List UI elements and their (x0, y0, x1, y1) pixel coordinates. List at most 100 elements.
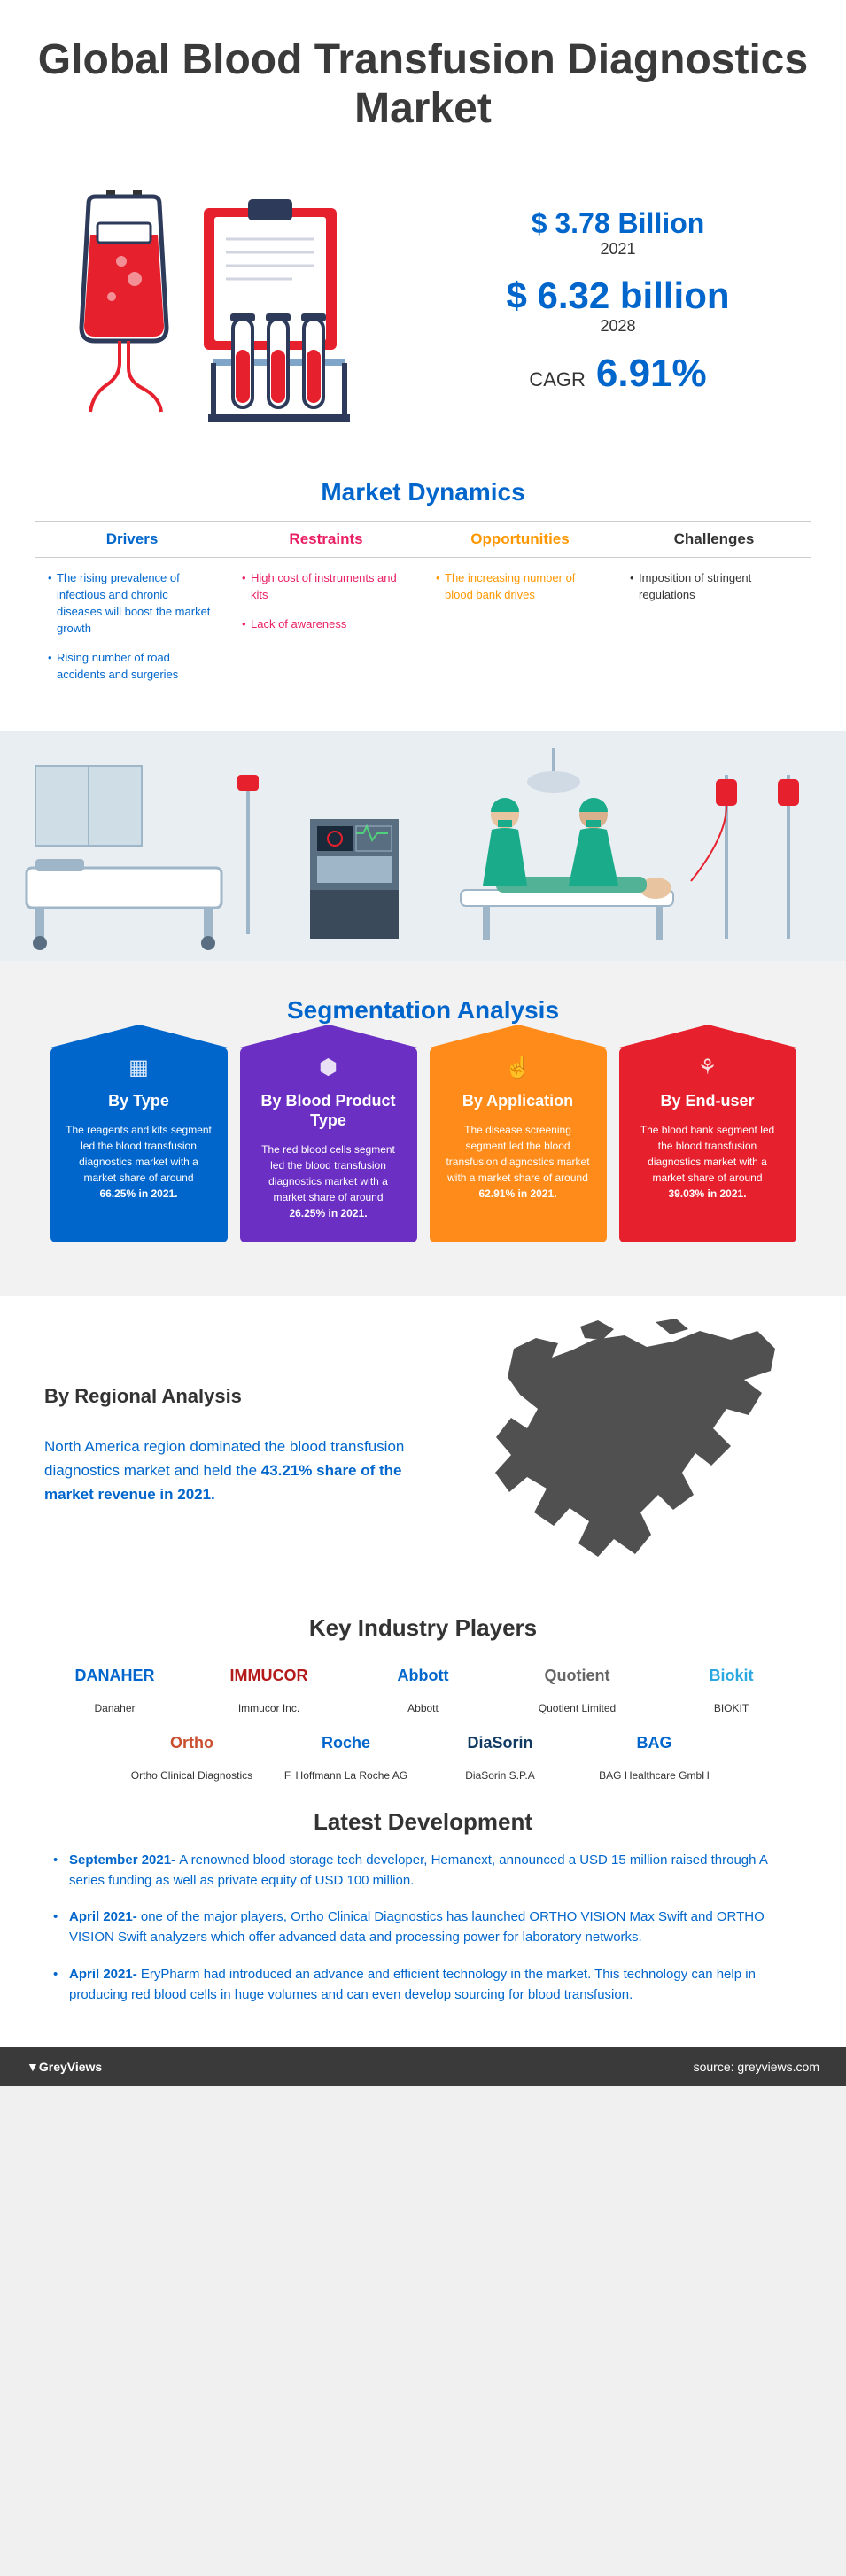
player-item: DANAHER Danaher (44, 1656, 186, 1714)
hero-graphic (35, 168, 390, 434)
segment-title: By Blood Product Type (254, 1092, 403, 1130)
player-logo: Quotient (507, 1656, 648, 1697)
dynamics-item: The rising prevalence of infectious and … (48, 570, 216, 637)
regional-body: North America region dominated the blood… (44, 1435, 430, 1507)
dynamics-column: Challenges Imposition of stringent regula… (617, 522, 811, 713)
header: Global Blood Transfusion Diagnostics Mar… (0, 0, 846, 151)
player-logo: Biokit (661, 1656, 803, 1697)
segment-icon: ⚘ (698, 1055, 718, 1080)
dev-date: September 2021- (69, 1853, 179, 1868)
latest-dev-list: September 2021- A renowned blood storage… (0, 1850, 846, 2048)
segmentation-section: Segmentation Analysis ▦ By Type The reag… (0, 961, 846, 1295)
dynamics-item: Imposition of stringent regulations (630, 570, 798, 604)
dev-item: April 2021- EryPharm had introduced an a… (53, 1964, 793, 2006)
dev-text: EryPharm had introduced an advance and e… (69, 1967, 756, 2002)
dev-date: April 2021- (69, 1909, 141, 1924)
segment-text: The blood bank segment led the blood tra… (633, 1122, 782, 1202)
dynamics-title: Market Dynamics (0, 478, 846, 507)
players-grid: DANAHER Danaher IMMUCOR Immucor Inc. Abb… (0, 1656, 846, 1799)
segment-title: By Type (65, 1092, 213, 1111)
dynamics-body: High cost of instruments and kits Lack of… (229, 558, 423, 708)
player-name: BIOKIT (661, 1702, 803, 1714)
latest-dev-title: Latest Development (0, 1808, 846, 1836)
dynamics-item: High cost of instruments and kits (242, 570, 410, 604)
regional-section: By Regional Analysis North America regio… (0, 1296, 846, 1605)
page-title: Global Blood Transfusion Diagnostics Mar… (27, 35, 819, 133)
stat-2021-year: 2021 (425, 240, 811, 259)
player-name: Ortho Clinical Diagnostics (121, 1769, 263, 1782)
segment-card: ⬢ By Blood Product Type The red blood ce… (240, 1048, 417, 1242)
dynamics-head: Opportunities (423, 522, 617, 558)
footer-logo: ▼GreyViews (27, 2060, 102, 2074)
hospital-illustration (0, 731, 846, 961)
segment-text: The reagents and kits segment led the bl… (65, 1122, 213, 1202)
segment-icon: ▦ (128, 1055, 149, 1080)
player-logo: IMMUCOR (198, 1656, 340, 1697)
player-item: Biokit BIOKIT (661, 1656, 803, 1714)
player-logo: DiaSorin (430, 1723, 571, 1764)
player-logo: Roche (276, 1723, 417, 1764)
dynamics-table: Drivers The rising prevalence of infectio… (35, 521, 811, 713)
segmentation-cards: ▦ By Type The reagents and kits segment … (0, 1039, 846, 1268)
player-name: F. Hoffmann La Roche AG (276, 1769, 417, 1782)
player-item: Ortho Ortho Clinical Diagnostics (121, 1723, 263, 1782)
cagr-label: CAGR (529, 368, 586, 391)
dev-item: September 2021- A renowned blood storage… (53, 1850, 793, 1891)
player-name: Abbott (353, 1702, 494, 1714)
segment-card: ⚘ By End-user The blood bank segment led… (619, 1048, 796, 1242)
dynamics-body: The rising prevalence of infectious and … (35, 558, 229, 713)
segment-text: The red blood cells segment led the bloo… (254, 1141, 403, 1221)
dev-item: April 2021- one of the major players, Or… (53, 1907, 793, 1948)
segment-title: By End-user (633, 1092, 782, 1111)
player-item: BAG BAG Healthcare GmbH (584, 1723, 726, 1782)
player-logo: DANAHER (44, 1656, 186, 1697)
blood-bag-icon (53, 186, 195, 416)
dynamics-head: Challenges (617, 522, 811, 558)
player-item: Abbott Abbott (353, 1656, 494, 1714)
player-item: IMMUCOR Immucor Inc. (198, 1656, 340, 1714)
player-item: Roche F. Hoffmann La Roche AG (276, 1723, 417, 1782)
player-name: DiaSorin S.P.A (430, 1769, 571, 1782)
hero-section: $ 3.78 Billion 2021 $ 6.32 billion 2028 … (0, 151, 846, 460)
stat-2028-year: 2028 (425, 317, 811, 336)
player-logo: Ortho (121, 1723, 263, 1764)
segment-card: ▦ By Type The reagents and kits segment … (50, 1048, 228, 1242)
footer-logo-text: GreyViews (39, 2060, 102, 2074)
hero-stats: $ 3.78 Billion 2021 $ 6.32 billion 2028 … (425, 207, 811, 396)
player-item: Quotient Quotient Limited (507, 1656, 648, 1714)
dynamics-body: The increasing number of blood bank driv… (423, 558, 617, 708)
regional-title: By Regional Analysis (44, 1385, 430, 1408)
cagr-value: 6.91% (596, 352, 707, 396)
dynamics-item: Lack of awareness (242, 616, 410, 633)
footer-source: source: greyviews.com (694, 2060, 819, 2074)
segment-title: By Application (444, 1092, 593, 1111)
dynamics-item: The increasing number of blood bank driv… (436, 570, 604, 604)
segmentation-title: Segmentation Analysis (0, 996, 846, 1025)
dev-text: one of the major players, Ortho Clinical… (69, 1909, 765, 1945)
stat-2021-value: $ 3.78 Billion (425, 207, 811, 240)
dynamics-body: Imposition of stringent regulations (617, 558, 811, 708)
dynamics-column: RestraintsHigh cost of instruments and k… (229, 522, 423, 713)
player-item: DiaSorin DiaSorin S.P.A (430, 1723, 571, 1782)
player-name: Quotient Limited (507, 1702, 648, 1714)
dynamics-column: Drivers The rising prevalence of infectio… (35, 522, 229, 713)
segment-card: ☝ By Application The disease screening s… (430, 1048, 607, 1242)
players-title: Key Industry Players (0, 1614, 846, 1642)
footer: ▼GreyViews source: greyviews.com (0, 2047, 846, 2086)
player-name: Immucor Inc. (198, 1702, 340, 1714)
player-logo: Abbott (353, 1656, 494, 1697)
segment-icon: ⬢ (319, 1055, 338, 1080)
stat-2028-value: $ 6.32 billion (425, 275, 811, 317)
test-tubes-icon (195, 310, 372, 434)
dynamics-column: Opportunities The increasing number of bl… (423, 522, 617, 713)
dynamics-item: Rising number of road accidents and surg… (48, 650, 216, 684)
segment-icon: ☝ (505, 1055, 532, 1080)
player-logo: BAG (584, 1723, 726, 1764)
dev-date: April 2021- (69, 1967, 141, 1982)
infographic-root: Global Blood Transfusion Diagnostics Mar… (0, 0, 846, 2086)
dynamics-head: Drivers (35, 522, 229, 558)
player-name: BAG Healthcare GmbH (584, 1769, 726, 1782)
segment-text: The disease screening segment led the bl… (444, 1122, 593, 1202)
player-name: Danaher (44, 1702, 186, 1714)
dynamics-head: Restraints (229, 522, 423, 558)
